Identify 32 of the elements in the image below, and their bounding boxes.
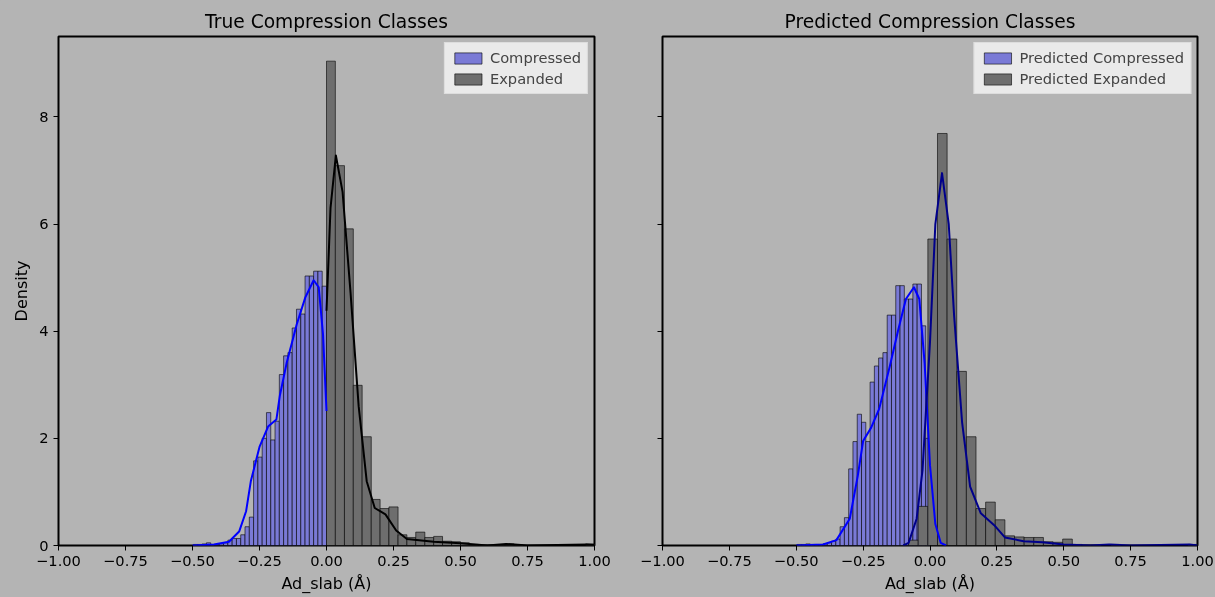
x-tick-label: 0.50: [444, 551, 477, 569]
x-tick-label: 0.75: [511, 551, 544, 569]
chart-title: True Compression Classes: [204, 10, 448, 32]
x-tick-label: −1.00: [640, 551, 685, 569]
x-tick-label: −0.75: [706, 551, 752, 569]
x-tick-label: −1.00: [36, 551, 81, 569]
legend-label: Predicted Expanded: [1019, 70, 1167, 87]
x-tick-label: −0.50: [170, 551, 215, 569]
x-tick-label: −0.75: [103, 551, 148, 569]
y-tick-label: 6: [39, 215, 49, 233]
legend-label: Expanded: [489, 70, 564, 87]
x-tick-label: 1.00: [578, 551, 611, 569]
y-axis-title: Density: [12, 260, 32, 322]
chart-title: Predicted Compression Classes: [784, 10, 1076, 32]
x-tick-label: 0.25: [377, 551, 410, 569]
x-tick-label: −0.25: [840, 551, 886, 569]
legend-label: Compressed: [489, 49, 581, 66]
y-tick-label: 4: [39, 322, 49, 340]
x-tick-label: 1.00: [1181, 551, 1214, 569]
y-tick-label: 2: [39, 429, 49, 447]
x-tick-label: −0.50: [773, 551, 819, 569]
x-axis-title: Ad_slab (Å): [281, 573, 372, 594]
x-tick-label: 0.75: [1114, 551, 1147, 569]
x-tick-label: 0.50: [1047, 551, 1081, 569]
x-tick-label: −0.25: [237, 551, 282, 569]
y-tick-label: 0: [39, 536, 49, 554]
y-tick-label: 8: [39, 107, 49, 125]
x-tick-label: 0.00: [913, 551, 947, 569]
x-axis-title: Ad_slab (Å): [884, 573, 976, 594]
x-tick-label: 0.00: [310, 551, 343, 569]
legend-label: Predicted Compressed: [1019, 49, 1184, 66]
x-tick-label: 0.25: [980, 551, 1014, 569]
